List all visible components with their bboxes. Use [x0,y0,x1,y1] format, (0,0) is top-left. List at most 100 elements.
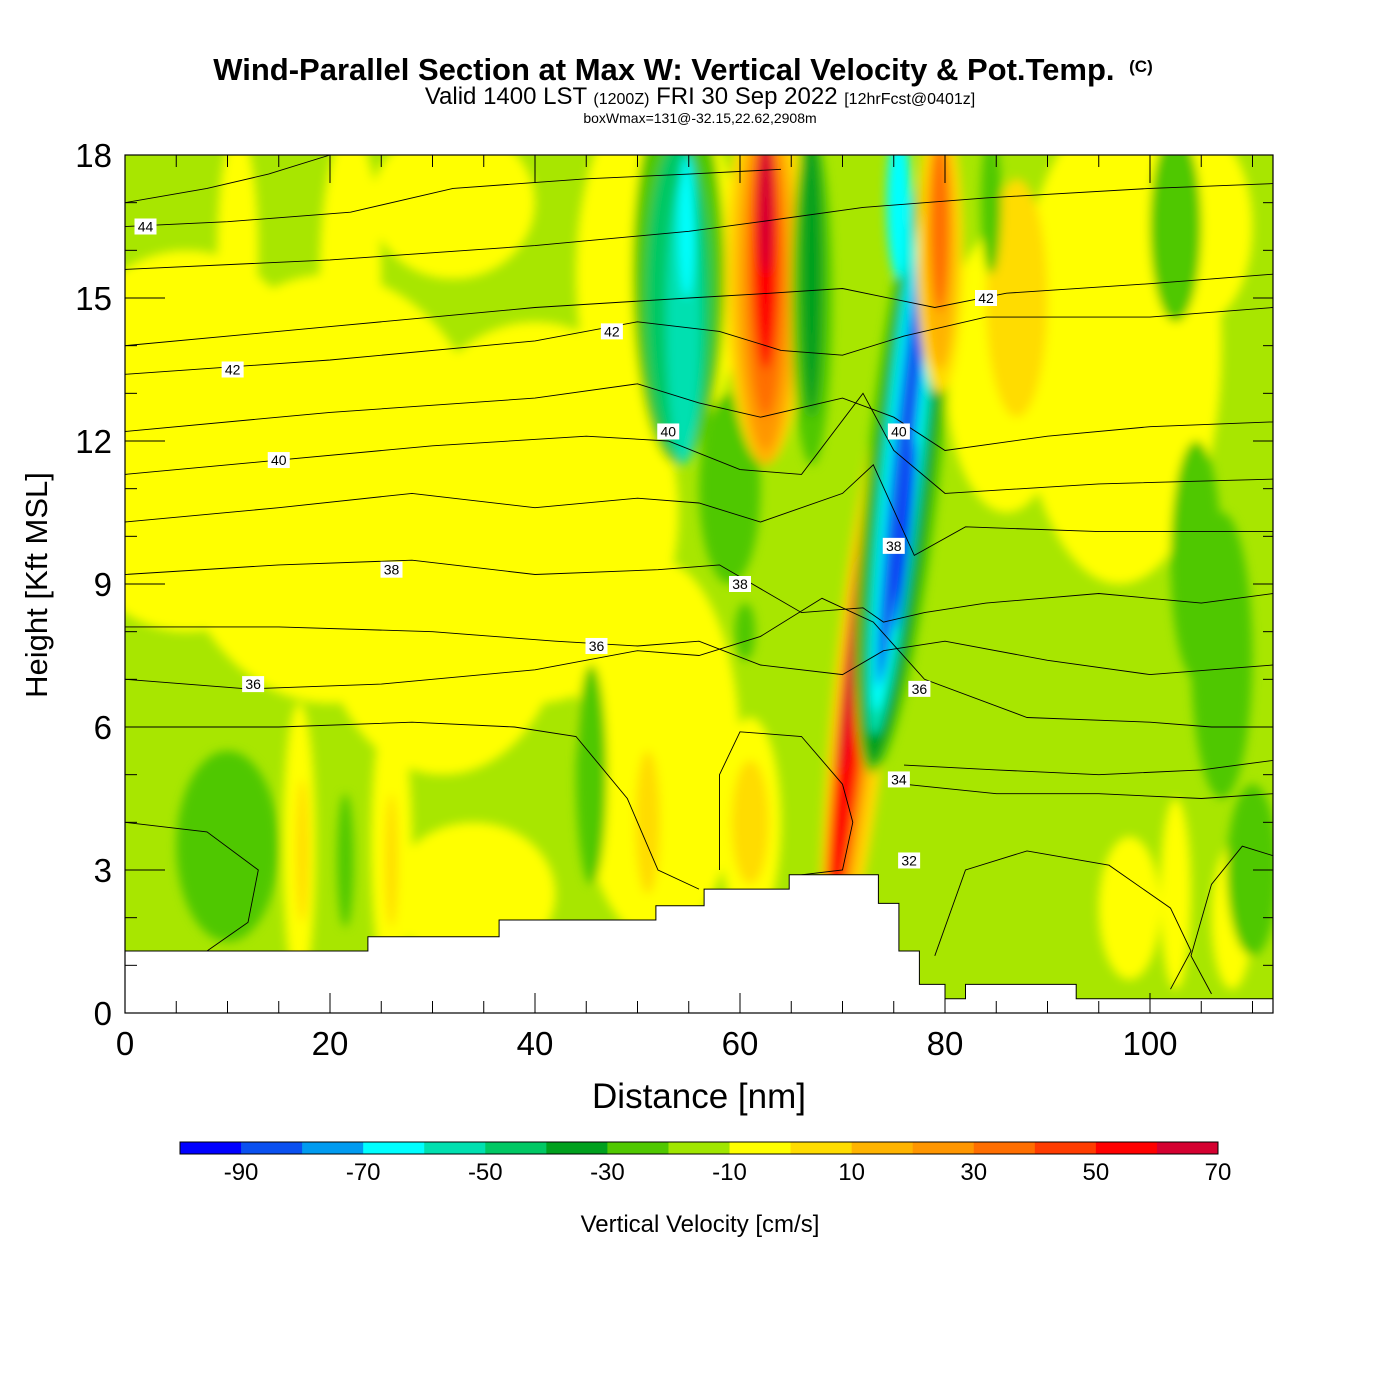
theta-contour-label: 36 [242,676,265,693]
subtitle-date: FRI 30 Sep 2022 [656,83,837,110]
subtitle-valid: Valid 1400 LST [425,83,588,110]
y-axis-label: Height [Kft MSL] [19,472,54,698]
theta-contour-labels: 44 42 42 42 40 40 40 38 38 38 36 36 36 34 32 [134,218,997,869]
velocity-cell [731,760,769,885]
theta-contour-label: 36 [908,680,931,697]
theta-contour-line [125,559,1273,623]
x-tick-label: 100 [1122,1025,1177,1062]
velocity-cell [758,155,773,275]
contour-label-bg [221,361,244,378]
theta-contour-line [125,273,1273,347]
contour-label-bg [657,423,680,440]
colorbar-tick-label: 30 [960,1159,987,1186]
contour-label-text: 40 [271,452,287,468]
colorbar-swatch [729,1142,792,1154]
x-tick-label: 0 [116,1025,134,1062]
contour-label-text: 36 [245,676,261,692]
y-tick-label: 12 [75,423,112,460]
colorbar-swatch [790,1142,853,1154]
colorbar-swatch [485,1142,547,1154]
velocity-cell [385,793,398,928]
theta-contour-label: 42 [221,361,244,378]
subtitle-utc: (1200Z) [593,91,649,108]
contour-label-text: 38 [732,576,748,592]
velocity-cell [1150,155,1202,322]
chart-title-text: Wind-Parallel Section at Max W: Vertical… [213,52,1114,87]
contour-label-bg [975,290,997,306]
theta-contours [125,155,1273,995]
y-tick-label: 9 [94,566,112,603]
velocity-cell [1226,784,1273,956]
theta-contour-line [125,597,1273,728]
theta-contour-line [125,721,700,890]
velocity-cell [1098,836,1161,980]
contour-label-text: 36 [912,681,928,697]
colorbar-swatch [851,1142,914,1154]
colorbar-tick-label: -30 [590,1159,625,1186]
theta-contour-line [934,850,1192,990]
x-tick-label: 80 [927,1025,964,1062]
theta-contour-line [1190,845,1273,995]
contour-label-text: 36 [589,638,605,654]
theta-contour-line [125,155,331,204]
contour-label-text: 32 [901,852,917,868]
theta-contour-label: 32 [898,852,921,869]
colorbar-swatch [607,1142,669,1154]
velocity-cell [319,441,566,775]
colorbar-swatch [1034,1142,1097,1154]
colorbar-tick-label: -90 [224,1159,259,1186]
chart-subtitle: Valid 1400 LST (1200Z) FRI 30 Sep 2022 [… [425,83,975,110]
velocity-cell [886,155,912,279]
velocity-cell [647,712,689,952]
plot-area: 44 42 42 42 40 40 40 38 38 38 36 36 36 34 32 [125,155,1273,1013]
colorbar-swatch [912,1142,975,1154]
theta-contour-line [125,626,1273,676]
contour-label-text: 40 [660,423,676,439]
velocity-cell [986,178,1048,418]
contour-label-bg [887,771,910,788]
colorbar-tick-label: 70 [1205,1159,1232,1186]
contour-label-text: 42 [604,323,620,339]
theta-contour-label: 36 [585,637,608,654]
contour-label-text: 42 [225,362,241,378]
velocity-cell [800,155,824,418]
colorbar-swatch [546,1142,608,1154]
theta-contour-label: 38 [380,561,403,578]
colorbar-swatch [973,1142,1036,1154]
theta-contour-label: 42 [600,323,623,340]
velocity-cell [176,750,279,942]
colorbar-swatch [241,1142,303,1154]
colorbar: -90 -70 -50 -30 -10 10 30 50 70 [179,1141,1232,1186]
theta-contour-line [903,783,1273,799]
velocity-cell [296,779,309,923]
contour-label-bg [134,218,157,235]
velocity-cell [576,665,607,885]
velocity-cell [734,603,756,661]
velocity-cell [217,155,259,370]
chart-title-mark: (C) [1129,57,1153,76]
contour-label-bg [600,323,623,340]
theta-contour-line [125,183,1273,270]
theta-contour-label: 42 [975,290,997,306]
colorbar-swatch [424,1142,486,1154]
theta-contour-label: 44 [134,218,157,235]
velocity-cell [635,750,661,894]
velocity-cell [980,155,1002,275]
y-tick-label: 3 [94,852,112,889]
subtitle-forecast: [12hrFcst@0401z] [844,91,975,108]
colorbar-swatch [668,1142,731,1154]
x-tick-label: 40 [517,1025,554,1062]
velocity-cell [678,155,695,298]
x-axis: 0 20 40 60 80 100 [116,155,1253,1062]
theta-contour-label: 38 [729,576,751,592]
theta-contour-label: 34 [887,771,910,788]
contour-label-bg [267,452,290,469]
contour-label-text: 38 [886,538,902,554]
colorbar-frame [179,1141,1219,1155]
velocity-cell [319,155,382,418]
colorbar-swatch [302,1142,364,1154]
y-tick-label: 6 [94,709,112,746]
x-tick-label: 60 [722,1025,759,1062]
theta-contour-label: 40 [657,423,680,440]
